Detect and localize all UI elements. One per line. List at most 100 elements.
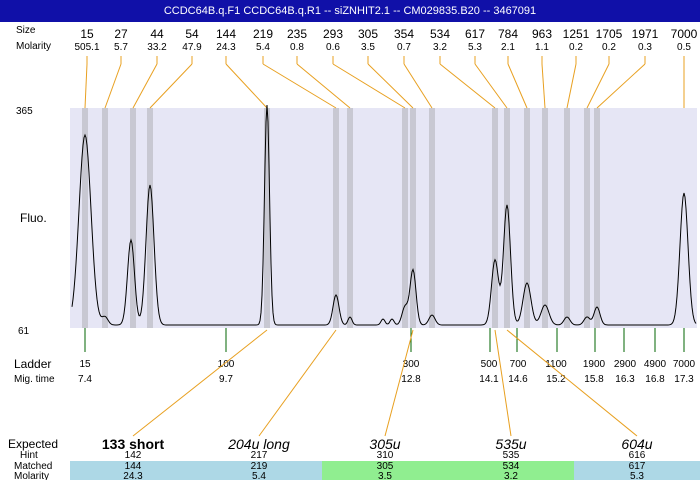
molarity-value: 3.5 (378, 471, 392, 480)
ladder-size-label: 7000 (673, 359, 696, 370)
peak-band (564, 108, 570, 328)
expected-label: 204u long (227, 436, 290, 452)
expected-label: 305u (369, 436, 400, 452)
molarity-value: 3.2 (504, 471, 518, 480)
matched-value: 305 (377, 461, 394, 472)
peak-band (264, 108, 270, 328)
peak-size-label: 235 (287, 27, 307, 41)
ladder-size-label: 4900 (644, 359, 667, 370)
ladder-time-label: 14.6 (508, 374, 528, 385)
expected-label: 133 short (102, 436, 165, 452)
expected-connector (132, 329, 268, 437)
electropherogram-chart: 15505.1275.74433.25447.914424.32195.4235… (8, 25, 700, 480)
ladder-size-label: 2900 (614, 359, 637, 370)
peak-molarity-label: 0.2 (602, 42, 616, 53)
peak-molarity-label: 0.6 (326, 42, 340, 53)
peak-molarity-label: 2.1 (501, 42, 515, 53)
peak-molarity-label: 0.8 (290, 42, 304, 53)
peak-connector (262, 63, 337, 109)
peak-band (492, 108, 498, 328)
peak-band (402, 108, 408, 328)
peak-connectors (84, 56, 685, 109)
peak-size-label: 7000 (671, 27, 698, 41)
ladder-label: Ladder (14, 357, 51, 371)
matched-value: 534 (503, 461, 520, 472)
peak-connector (296, 63, 351, 109)
peak-size-label: 1705 (596, 27, 623, 41)
peak-band (102, 108, 108, 328)
ladder-time-label: 17.3 (674, 374, 694, 385)
expected-connector (506, 329, 638, 437)
matched-label: Matched (14, 461, 52, 472)
ladder-time-label: 15.8 (584, 374, 604, 385)
matched-row-cell (196, 461, 322, 480)
ladder-time-label: 7.4 (78, 374, 92, 385)
peak-connector (84, 63, 88, 109)
peak-size-label: 44 (150, 27, 164, 41)
peak-band (347, 108, 353, 328)
peak-size-label: 54 (185, 27, 199, 41)
hint-value: 142 (125, 450, 142, 461)
expected-connector (494, 329, 512, 437)
peak-size-label: 15 (80, 27, 94, 41)
peak-connector (104, 63, 122, 109)
fluo-label: Fluo. (20, 211, 47, 225)
peak-molarity-label: 0.7 (397, 42, 411, 53)
expected-connector (384, 329, 414, 437)
ladder-time-label: 15.2 (546, 374, 566, 385)
y-max-label: 365 (16, 106, 33, 117)
peak-molarity-label: 0.2 (569, 42, 583, 53)
matched-value: 219 (251, 461, 268, 472)
plot-area (70, 108, 697, 328)
peak-band (542, 108, 548, 328)
peak-connector (132, 63, 158, 109)
matched-row-cell (574, 461, 700, 480)
ladder-size-label: 100 (218, 359, 235, 370)
fluorescence-trace (71, 104, 697, 326)
ladder-time-label: 14.1 (479, 374, 499, 385)
peak-connector (596, 63, 646, 109)
peak-band (333, 108, 339, 328)
y-min-label: 61 (18, 326, 30, 337)
peak-size-label: 219 (253, 27, 273, 41)
peak-band (504, 108, 510, 328)
hint-value: 310 (377, 450, 394, 461)
mig-time-label: Mig. time (14, 374, 55, 385)
matched-value: 144 (125, 461, 142, 472)
ladder-size-label: 300 (403, 359, 420, 370)
expected-connector (258, 329, 337, 437)
matched-row-cell (322, 461, 448, 480)
peak-connector (439, 63, 496, 109)
peak-connector (474, 63, 508, 109)
ladder-size-label: 1100 (545, 359, 567, 370)
peak-size-label: 784 (498, 27, 518, 41)
ladder-size-label: 500 (481, 359, 498, 370)
peak-connector (403, 63, 433, 109)
matched-row-cell (448, 461, 574, 480)
peak-molarity-label: 5.3 (468, 42, 482, 53)
peak-connector (225, 63, 268, 109)
peak-molarity-label: 5.4 (256, 42, 270, 53)
peak-band (584, 108, 590, 328)
peak-connector (586, 63, 610, 109)
molarity-value: 24.3 (123, 471, 143, 480)
peak-band (524, 108, 530, 328)
peak-size-label: 1971 (632, 27, 659, 41)
hint-value: 535 (503, 450, 520, 461)
peak-band (429, 108, 435, 328)
peak-size-label: 534 (430, 27, 450, 41)
peak-size-label: 27 (114, 27, 128, 41)
peak-band (82, 108, 88, 328)
peak-size-label: 963 (532, 27, 552, 41)
peak-molarity-label: 33.2 (147, 42, 167, 53)
peak-connector (507, 63, 528, 109)
peak-connector (367, 63, 414, 109)
peak-molarity-label: 1.1 (535, 42, 549, 53)
ladder-size-label: 700 (510, 359, 527, 370)
peak-molarity-label: 3.5 (361, 42, 375, 53)
peak-band (147, 108, 153, 328)
molarity-value: 5.4 (252, 471, 266, 480)
peak-molarity-label: 0.5 (677, 42, 691, 53)
peak-molarity-label: 24.3 (216, 42, 236, 53)
